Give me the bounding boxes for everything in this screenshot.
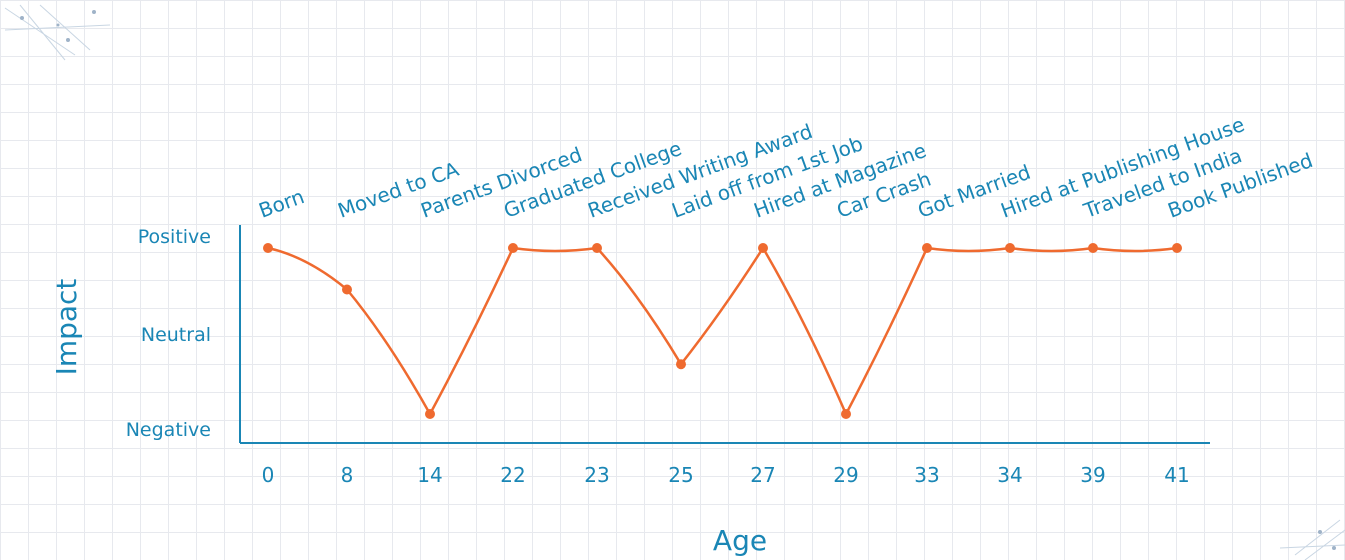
age-tick-label: 34 bbox=[997, 463, 1022, 487]
age-tick-label: 33 bbox=[914, 463, 939, 487]
y-axis-title: Impact bbox=[50, 279, 83, 376]
age-tick-label: 23 bbox=[584, 463, 609, 487]
impact-tick-label: Positive bbox=[138, 226, 211, 248]
age-tick-label: 27 bbox=[750, 463, 775, 487]
age-tick-label: 39 bbox=[1080, 463, 1105, 487]
data-point bbox=[425, 409, 435, 419]
impact-tick-label: Neutral bbox=[141, 324, 211, 346]
decoration-top-left bbox=[4, 4, 111, 61]
data-point bbox=[841, 409, 851, 419]
x-axis-title: Age bbox=[713, 524, 767, 557]
impact-tick-labels: Negative Neutral Positive bbox=[126, 226, 211, 441]
age-tick-label: 29 bbox=[833, 463, 858, 487]
impact-tick-label: Negative bbox=[126, 419, 211, 441]
age-tick-label: 8 bbox=[341, 463, 354, 487]
data-point bbox=[342, 284, 352, 295]
data-point bbox=[592, 243, 602, 253]
age-tick-label: 25 bbox=[668, 463, 693, 487]
data-point bbox=[758, 243, 768, 253]
decoration-bottom-right bbox=[1279, 519, 1345, 560]
impact-points bbox=[263, 243, 1182, 419]
age-tick-label: 0 bbox=[262, 463, 275, 487]
age-tick-label: 14 bbox=[417, 463, 442, 487]
data-point bbox=[1172, 243, 1182, 253]
event-label: Born bbox=[256, 184, 308, 222]
data-point bbox=[508, 243, 518, 253]
data-point bbox=[922, 243, 932, 253]
impact-series-line bbox=[267, 245, 1178, 417]
age-tick-labels: 0 8 14 22 23 25 27 29 33 34 39 41 bbox=[262, 463, 1190, 487]
data-point bbox=[676, 359, 686, 370]
age-tick-label: 22 bbox=[500, 463, 525, 487]
age-tick-label: 41 bbox=[1164, 463, 1189, 487]
data-point bbox=[263, 243, 273, 253]
data-point bbox=[1005, 243, 1015, 253]
data-point bbox=[1088, 243, 1098, 253]
